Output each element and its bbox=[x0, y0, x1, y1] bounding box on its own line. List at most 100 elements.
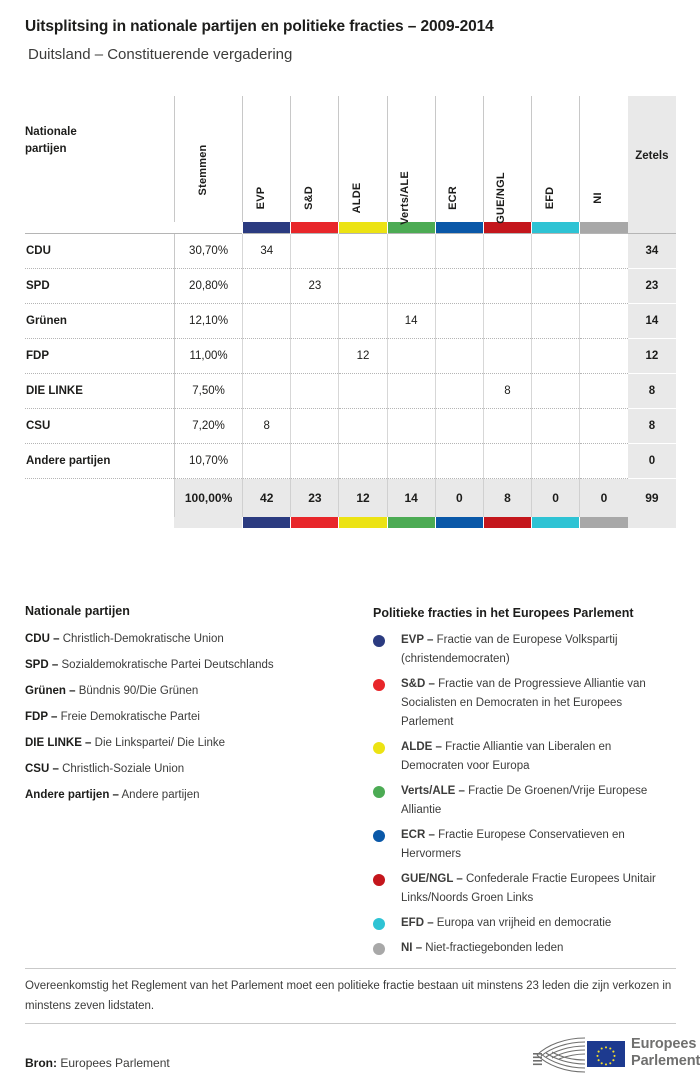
cell-total-seats: 14 bbox=[627, 303, 676, 339]
european-parliament-logo: Europees Parlement bbox=[531, 1032, 700, 1078]
legend-national-abbr: CSU – bbox=[25, 763, 59, 775]
cell-seats-ni bbox=[579, 373, 628, 409]
legend-national-name: Andere partijen bbox=[121, 789, 200, 801]
column-header-votes: Stemmen bbox=[173, 96, 243, 222]
cell-seats-alde: 12 bbox=[338, 338, 388, 374]
total-seats-alde: 12 bbox=[338, 478, 388, 517]
breakdown-table-wrapper: Nationale partijen Stemmen EVP S&D ALDE Ver… bbox=[25, 96, 676, 536]
legend-group-color-dot-icon bbox=[373, 786, 385, 798]
legend-group-name: Fractie Alliantie van Liberalen en Democ… bbox=[401, 741, 612, 772]
cell-total-seats: 0 bbox=[627, 443, 676, 479]
group-color-swatch-alde-bottom bbox=[338, 516, 388, 528]
column-header-group-label: EVP bbox=[254, 186, 267, 210]
cell-seats-evp bbox=[242, 303, 291, 339]
legend-national-item: FDP – Freie Demokratische Partei bbox=[25, 708, 355, 727]
cell-seats-evp bbox=[242, 373, 291, 409]
legend-national-name: Sozialdemokratische Partei Deutschlands bbox=[61, 659, 274, 671]
group-color-swatch-ni-top bbox=[579, 222, 628, 234]
column-header-group-label: S&D bbox=[302, 186, 315, 210]
cell-seats-verts-ale: 14 bbox=[386, 303, 436, 339]
legend-group-name: Niet-fractiegebonden leden bbox=[425, 942, 564, 954]
cell-seats-evp bbox=[242, 268, 291, 304]
legend-group-color-dot-icon bbox=[373, 874, 385, 886]
table-row: Grünen 12,10% 14 14 bbox=[25, 303, 676, 339]
legend-group-color-dot-icon bbox=[373, 943, 385, 955]
table-body: CDU 30,70% 34 34 SPD 20,80% 23 23 Grünen 12,10% 14… bbox=[25, 233, 676, 479]
column-header-group-verts-ale: Verts/ALE bbox=[386, 96, 436, 225]
cell-party-name: CDU bbox=[25, 233, 175, 269]
group-color-swatch-s-d-bottom bbox=[290, 516, 339, 528]
table-row: Andere partijen 10,70% 0 bbox=[25, 443, 676, 479]
cell-seats-s-d bbox=[290, 303, 339, 339]
strip-spacer-party bbox=[25, 222, 174, 234]
page-title: Uitsplitsing in nationale partijen en po… bbox=[25, 18, 494, 35]
cell-seats-ecr bbox=[434, 233, 484, 269]
total-votes-share: 100,00% bbox=[173, 478, 243, 517]
legend-group-color-dot-icon bbox=[373, 679, 385, 691]
cell-votes-share: 12,10% bbox=[173, 303, 243, 339]
strip-spacer-seats bbox=[627, 222, 676, 234]
group-color-swatch-evp-bottom bbox=[242, 516, 291, 528]
strip-spacer-seats-bottom bbox=[627, 516, 676, 528]
column-header-group-label: GUE/NGL bbox=[495, 172, 508, 224]
source-value: Europees Parlement bbox=[60, 1056, 170, 1070]
total-row-spacer bbox=[25, 478, 175, 517]
legend-group-abbr: EVP – bbox=[401, 634, 434, 646]
cell-votes-share: 7,50% bbox=[173, 373, 243, 409]
cell-seats-gue-ngl bbox=[482, 443, 532, 479]
legend-group-color-dot-icon bbox=[373, 742, 385, 754]
legend-group-item: EFD – Europa van vrijheid en democratie bbox=[373, 914, 673, 933]
table-row: SPD 20,80% 23 23 bbox=[25, 268, 676, 304]
legend-group-item: NI – Niet-fractiegebonden leden bbox=[373, 939, 673, 958]
legend-national-parties: Nationale partijen CDU – Christlich-Demo… bbox=[25, 604, 355, 812]
cell-seats-s-d bbox=[290, 338, 339, 374]
cell-seats-verts-ale bbox=[386, 338, 436, 374]
group-color-swatch-gue-ngl-top bbox=[482, 222, 532, 234]
eu-flag-icon bbox=[587, 1041, 625, 1067]
logo-wordmark: Europees Parlement bbox=[631, 1036, 700, 1070]
cell-seats-ni bbox=[579, 303, 628, 339]
cell-party-name: DIE LINKE bbox=[25, 373, 175, 409]
cell-seats-alde bbox=[338, 408, 388, 444]
cell-seats-verts-ale bbox=[386, 408, 436, 444]
legend-national-abbr: FDP – bbox=[25, 711, 58, 723]
legend-national-list: CDU – Christlich-Demokratische Union SPD … bbox=[25, 630, 355, 805]
total-seats-s-d: 23 bbox=[290, 478, 339, 517]
legend-group-item: ECR – Fractie Europese Conservatieven en… bbox=[373, 826, 673, 864]
legend-group-abbr: Verts/ALE – bbox=[401, 785, 465, 797]
total-seats-verts-ale: 14 bbox=[386, 478, 436, 517]
legend-national-name: Christlich-Demokratische Union bbox=[62, 633, 224, 645]
legend-group-abbr: NI – bbox=[401, 942, 423, 954]
cell-seats-evp bbox=[242, 443, 291, 479]
legend-group-name: Confederale Fractie Europees Unitair Lin… bbox=[401, 873, 656, 904]
cell-seats-s-d bbox=[290, 443, 339, 479]
cell-seats-verts-ale bbox=[386, 443, 436, 479]
group-color-swatch-s-d-top bbox=[290, 222, 339, 234]
group-color-swatch-ecr-bottom bbox=[434, 516, 484, 528]
cell-votes-share: 10,70% bbox=[173, 443, 243, 479]
column-header-group-gue-ngl: GUE/NGL bbox=[482, 96, 532, 224]
logo-line-2: Parlement bbox=[631, 1053, 700, 1069]
cell-seats-gue-ngl: 8 bbox=[482, 373, 532, 409]
hemicycle-icon bbox=[533, 1037, 586, 1073]
cell-seats-verts-ale bbox=[386, 268, 436, 304]
column-header-group-evp: EVP bbox=[242, 96, 291, 222]
cell-seats-s-d bbox=[290, 373, 339, 409]
cell-seats-ni bbox=[579, 338, 628, 374]
column-header-group-label: Verts/ALE bbox=[399, 171, 412, 225]
cell-seats-alde bbox=[338, 268, 388, 304]
group-color-swatch-gue-ngl-bottom bbox=[482, 516, 532, 528]
cell-seats-efd bbox=[530, 408, 580, 444]
cell-seats-verts-ale bbox=[386, 233, 436, 269]
cell-votes-share: 11,00% bbox=[173, 338, 243, 374]
cell-seats-alde bbox=[338, 303, 388, 339]
cell-seats-s-d: 23 bbox=[290, 268, 339, 304]
column-header-group-ecr: ECR bbox=[434, 96, 484, 222]
legend-group-name: Europa van vrijheid en democratie bbox=[436, 917, 612, 929]
legend-national-name: Freie Demokratische Partei bbox=[60, 711, 200, 723]
table-header-row: Nationale partijen Stemmen EVP S&D ALDE Ver… bbox=[25, 96, 676, 225]
table-row: FDP 11,00% 12 12 bbox=[25, 338, 676, 374]
legend-national-item: SPD – Sozialdemokratische Partei Deutsch… bbox=[25, 656, 355, 675]
cell-seats-ni bbox=[579, 233, 628, 269]
group-color-swatch-ecr-top bbox=[434, 222, 484, 234]
